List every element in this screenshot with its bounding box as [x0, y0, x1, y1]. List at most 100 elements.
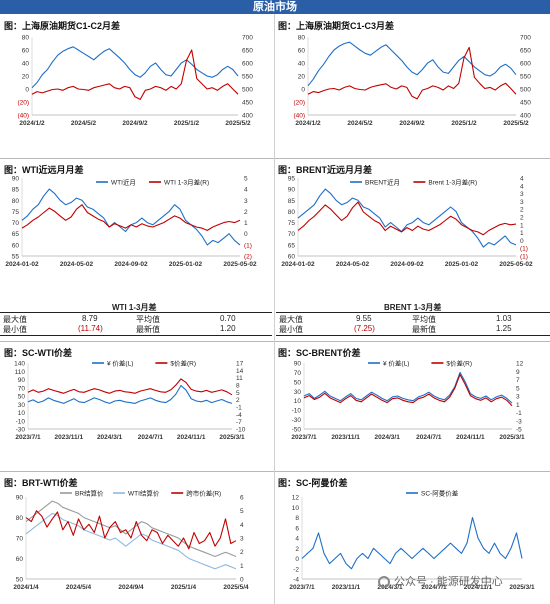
- x-tick-label: 2024/11/1: [177, 434, 206, 441]
- x-tick-label: 2024/1/2: [295, 120, 321, 127]
- y-tick-label-right: 600: [520, 61, 531, 68]
- x-tick-label: 2025/1/4: [171, 584, 197, 591]
- stats-rule: [276, 335, 550, 336]
- y-tick-label-right: 0: [240, 577, 244, 584]
- y-tick-label-left: 55: [12, 254, 20, 261]
- legend-label: $价差(R): [446, 359, 472, 368]
- y-tick-label-left: 140: [14, 361, 25, 368]
- legend-label: SC-阿曼价差: [421, 489, 459, 498]
- watermark: 公众号 · 能源研发中心: [378, 573, 503, 589]
- y-tick-label-left: 0: [301, 87, 305, 94]
- legend-label: WTI近月: [111, 178, 136, 187]
- y-tick-label-left: 60: [298, 48, 306, 55]
- brent-stats-title: BRENT 1-3月差: [384, 303, 442, 312]
- y-tick-label-right: 7: [516, 377, 520, 384]
- x-tick-label: 2025/5/2: [225, 120, 251, 127]
- x-tick-label: 2023/11/1: [331, 434, 360, 441]
- y-tick-label-right: -10: [236, 427, 246, 434]
- x-tick-label: 2025-05-02: [223, 261, 257, 268]
- wti-max-label: 最大值: [3, 315, 27, 324]
- y-tick-label-right: 5: [244, 176, 248, 183]
- y-tick-label-right: 4: [520, 183, 524, 190]
- y-tick-label-left: 65: [12, 231, 20, 238]
- brent-avg-label: 平均值: [412, 315, 436, 324]
- y-tick-label-right: -1: [516, 410, 522, 417]
- brent-latest-value: 1.25: [496, 324, 512, 333]
- y-tick-label-left: 75: [12, 209, 20, 216]
- legend-label: Brent 1-3月差(R): [428, 178, 477, 187]
- y-tick-label-left: 6: [295, 525, 299, 532]
- wti-avg-label: 平均值: [136, 315, 160, 324]
- panel-title-sc-oman: 图：SC-阿曼价差: [278, 478, 348, 488]
- y-tick-label-right: 400: [520, 113, 531, 120]
- chart-sc-c1c2: (40) (20) 0 20 40 60 80 400 450 500 550 600 650 700 20…: [17, 35, 253, 128]
- x-tick-label: 2024/11/1: [464, 584, 493, 591]
- wti-latest-label: 最新值: [136, 325, 160, 334]
- x-tick-label: 2024-01-02: [5, 261, 39, 268]
- divider: [0, 158, 550, 159]
- series-line: [21, 204, 241, 231]
- chart-sc-c1c3: (40) (20) 0 20 40 60 80 400 450 500 550 600 650 700 20…: [293, 35, 531, 128]
- y-tick-label-right: 14: [236, 368, 244, 375]
- y-tick-label-right: 4: [240, 522, 244, 529]
- series-line: [303, 374, 513, 407]
- y-tick-label-left: -4: [293, 577, 299, 584]
- y-tick-label-left: -10: [292, 408, 302, 415]
- y-tick-label-left: -10: [16, 418, 26, 425]
- watermark-text: 公众号 · 能源研发中心: [394, 576, 503, 588]
- y-tick-label-left: 20: [22, 74, 30, 81]
- y-tick-label-right: 11: [236, 375, 243, 382]
- y-tick-label-left: 80: [298, 35, 306, 42]
- y-tick-label-left: 10: [294, 398, 302, 405]
- y-tick-label-right: 3: [520, 199, 524, 206]
- chart-sc-oman: -4 -2 0 2 4 6 8 10 12 2023/7/1 2023/11/1 2024/3/1 20…: [289, 489, 535, 592]
- y-tick-label-left: 95: [288, 176, 296, 183]
- y-tick-label-right: 2: [244, 209, 248, 216]
- legend-label: BR结算价: [75, 489, 104, 498]
- y-tick-label-left: 60: [12, 242, 20, 249]
- y-tick-label-right: 700: [520, 35, 531, 42]
- x-tick-label: 2024-05-02: [60, 261, 94, 268]
- x-tick-label: 2024/5/4: [66, 584, 92, 591]
- x-tick-label: 2024/3/1: [375, 434, 401, 441]
- divider: [0, 341, 550, 342]
- y-tick-label-left: (40): [293, 113, 305, 120]
- y-tick-label-right: 2: [520, 215, 524, 222]
- y-tick-label-right: (1): [244, 242, 252, 249]
- y-tick-label-left: 70: [294, 370, 302, 377]
- x-tick-label: 2023/7/1: [289, 584, 315, 591]
- y-tick-label-left: 80: [16, 515, 24, 522]
- x-tick-label: 2024/9/2: [122, 120, 148, 127]
- brent-max-value: 9.55: [356, 314, 372, 323]
- y-tick-label-left: -30: [292, 417, 302, 424]
- panel-title-sc-wti: 图：SC-WTI价差: [4, 348, 72, 358]
- y-tick-label-right: 450: [520, 100, 531, 107]
- x-tick-label: 2025/5/4: [223, 584, 249, 591]
- x-tick-label: 2024-09-02: [390, 261, 424, 268]
- y-tick-label-left: 30: [18, 402, 26, 409]
- column-divider: [274, 14, 275, 604]
- series-line: [25, 512, 237, 570]
- y-tick-label-left: 70: [16, 536, 24, 543]
- y-tick-label-left: 90: [16, 495, 24, 502]
- y-tick-label-right: 2: [240, 549, 244, 556]
- legend-label: $价差(R): [170, 359, 196, 368]
- y-tick-label-left: 50: [16, 577, 24, 584]
- y-tick-label-right: 5: [240, 508, 244, 515]
- x-tick-label: 2023/11/1: [332, 584, 361, 591]
- y-tick-label-right: 450: [242, 100, 253, 107]
- y-tick-label-right: 3: [520, 191, 524, 198]
- y-tick-label-left: -30: [16, 427, 26, 434]
- series-line: [297, 201, 517, 236]
- series-line: [301, 516, 523, 570]
- x-tick-label: 2024-01-02: [281, 261, 315, 268]
- legend-label: ¥ 价差(L): [383, 359, 409, 368]
- y-tick-label-left: -2: [293, 566, 299, 573]
- wechat-icon: [378, 576, 390, 588]
- y-tick-label-right: -4: [236, 412, 242, 419]
- legend-label: BRENT近月: [365, 178, 400, 187]
- x-tick-label: 2024/7/1: [416, 434, 442, 441]
- y-tick-label-left: 60: [22, 48, 30, 55]
- y-tick-label-left: 70: [18, 385, 26, 392]
- legend-label: WTI结算价: [128, 489, 160, 498]
